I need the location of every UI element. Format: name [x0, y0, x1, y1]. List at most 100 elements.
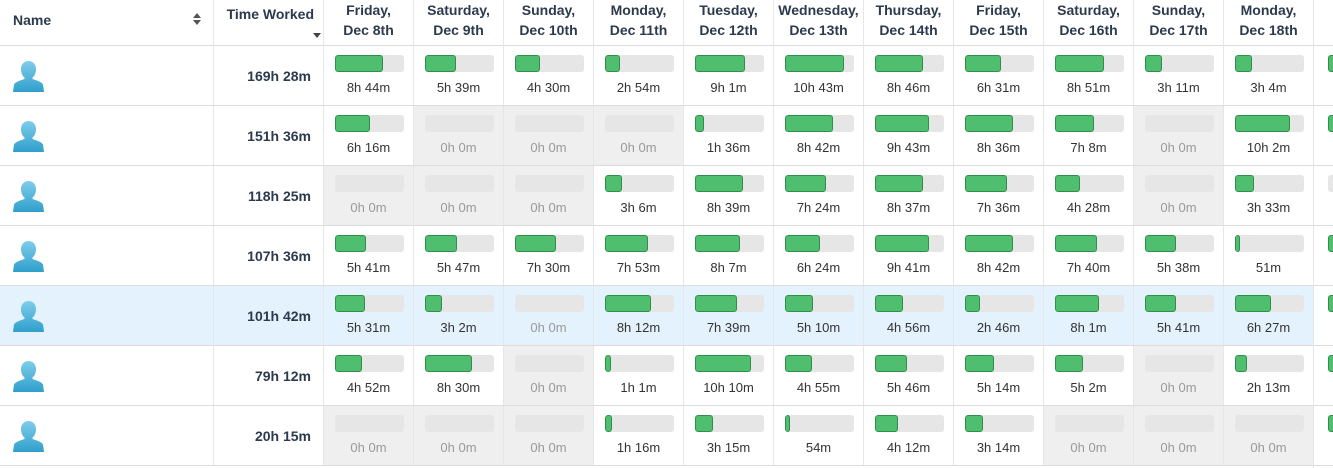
day-cell[interactable]: 10h 10m [683, 346, 773, 405]
table-row[interactable]: 169h 28m 8h 44m 5h 39m 4h 30m 2h 54m 9h 1m 10h… [0, 46, 1333, 106]
column-header-day[interactable]: Thursday, Dec 14th [863, 0, 953, 46]
day-cell[interactable]: 0h 0m [323, 406, 413, 465]
day-cell[interactable]: 5h 41m [323, 226, 413, 285]
day-cell[interactable]: 1h 36m [683, 106, 773, 165]
day-cell[interactable]: 2h 46m [953, 286, 1043, 345]
day-cell[interactable]: 4h 12m [863, 406, 953, 465]
day-cell[interactable]: 3h 2m [413, 286, 503, 345]
sort-icon[interactable] [193, 12, 201, 26]
day-cell[interactable]: 8h 37m [863, 166, 953, 225]
day-cell[interactable]: 7h 53m [593, 226, 683, 285]
name-cell[interactable] [0, 46, 213, 105]
day-cell[interactable]: 5h 31m [323, 286, 413, 345]
day-cell[interactable]: 0h 0m [323, 166, 413, 225]
day-cell[interactable]: 6h 31m [953, 46, 1043, 105]
day-cell[interactable]: 3h 15m [683, 406, 773, 465]
day-cell[interactable]: 51m [1223, 226, 1313, 285]
day-cell[interactable]: 3h 11m [1133, 46, 1223, 105]
day-cell[interactable]: 8h 12m [593, 286, 683, 345]
name-cell[interactable] [0, 406, 213, 465]
table-row[interactable]: 151h 36m 6h 16m 0h 0m 0h 0m 0h 0m 1h 36m 8h 42… [0, 106, 1333, 166]
day-cell[interactable]: 7h 8m [1043, 106, 1133, 165]
day-cell[interactable]: 0h 0m [1043, 406, 1133, 465]
day-cell[interactable]: 9h 1m [683, 46, 773, 105]
day-cell[interactable]: 3h 14m [953, 406, 1043, 465]
day-cell[interactable]: 4h 55m [773, 346, 863, 405]
table-row[interactable]: 118h 25m 0h 0m 0h 0m 0h 0m 3h 6m 8h 39m 7h 24m… [0, 166, 1333, 226]
table-row[interactable]: 107h 36m 5h 41m 5h 47m 7h 30m 7h 53m 8h 7m 6h … [0, 226, 1333, 286]
day-cell[interactable]: 8h 7m [683, 226, 773, 285]
day-cell[interactable]: 5h 39m [413, 46, 503, 105]
day-cell[interactable]: 10h 2m [1223, 106, 1313, 165]
name-cell[interactable] [0, 166, 213, 225]
day-cell[interactable]: 0h 0m [413, 166, 503, 225]
day-cell[interactable]: 5h 38m [1133, 226, 1223, 285]
day-cell[interactable]: 5h 41m [1133, 286, 1223, 345]
day-cell[interactable]: 8h 36m [953, 106, 1043, 165]
table-row[interactable]: 79h 12m 4h 52m 8h 30m 0h 0m 1h 1m 10h 10m 4h 5… [0, 346, 1333, 406]
day-cell[interactable]: 5h 10m [773, 286, 863, 345]
day-cell[interactable]: 5h 14m [953, 346, 1043, 405]
name-cell[interactable] [0, 346, 213, 405]
day-cell[interactable]: 1h 16m [593, 406, 683, 465]
day-cell[interactable]: 0h 0m [503, 286, 593, 345]
day-cell[interactable]: 0h 0m [503, 346, 593, 405]
day-cell[interactable]: 0h 0m [413, 406, 503, 465]
column-header-name[interactable]: Name [0, 0, 213, 46]
day-cell[interactable]: 6h 16m [323, 106, 413, 165]
column-header-day[interactable]: Friday, Dec 15th [953, 0, 1043, 46]
day-cell[interactable]: 7h 36m [953, 166, 1043, 225]
day-cell[interactable]: 0h 0m [503, 166, 593, 225]
table-row[interactable]: 20h 15m 0h 0m 0h 0m 0h 0m 1h 16m 3h 15m 54m 4h … [0, 406, 1333, 466]
column-header-day[interactable]: Sunday, Dec 10th [503, 0, 593, 46]
day-cell[interactable]: 7h 40m [1043, 226, 1133, 285]
day-cell[interactable]: 5h 47m [413, 226, 503, 285]
day-cell[interactable]: 5h 46m [863, 346, 953, 405]
day-cell[interactable]: 4h 30m [503, 46, 593, 105]
day-cell[interactable]: 7h 30m [503, 226, 593, 285]
name-cell[interactable] [0, 226, 213, 285]
column-header-day[interactable]: Sunday, Dec 17th [1133, 0, 1223, 46]
day-cell[interactable]: 8h 30m [413, 346, 503, 405]
day-cell[interactable]: 2h 54m [593, 46, 683, 105]
day-cell[interactable]: 9h 41m [863, 226, 953, 285]
day-cell[interactable]: 4h 28m [1043, 166, 1133, 225]
column-header-day[interactable]: Friday, Dec 8th [323, 0, 413, 46]
day-cell[interactable]: 4h 56m [863, 286, 953, 345]
column-header-day[interactable]: Saturday, Dec 9th [413, 0, 503, 46]
day-cell[interactable]: 8h 42m [953, 226, 1043, 285]
day-cell[interactable]: 0h 0m [1133, 346, 1223, 405]
day-cell[interactable]: 3h 33m [1223, 166, 1313, 225]
column-header-day[interactable]: Monday, Dec 11th [593, 0, 683, 46]
column-header-day[interactable]: Tuesday, Dec 12th [683, 0, 773, 46]
day-cell[interactable]: 3h 6m [593, 166, 683, 225]
day-cell[interactable]: 8h 42m [773, 106, 863, 165]
day-cell[interactable]: 7h 24m [773, 166, 863, 225]
day-cell[interactable]: 8h 44m [323, 46, 413, 105]
day-cell[interactable]: 8h 51m [1043, 46, 1133, 105]
day-cell[interactable]: 7h 39m [683, 286, 773, 345]
day-cell[interactable]: 0h 0m [1133, 166, 1223, 225]
day-cell[interactable]: 4h 52m [323, 346, 413, 405]
day-cell[interactable]: 5h 2m [1043, 346, 1133, 405]
day-cell[interactable]: 2h 13m [1223, 346, 1313, 405]
name-cell[interactable] [0, 286, 213, 345]
day-cell[interactable]: 0h 0m [1133, 406, 1223, 465]
column-header-day[interactable]: Saturday, Dec 16th [1043, 0, 1133, 46]
day-cell[interactable]: 8h 39m [683, 166, 773, 225]
day-cell[interactable]: 8h 46m [863, 46, 953, 105]
column-header-time-worked[interactable]: Time Worked [213, 0, 323, 46]
day-cell[interactable]: 0h 0m [503, 106, 593, 165]
day-cell[interactable]: 3h 4m [1223, 46, 1313, 105]
day-cell[interactable]: 0h 0m [503, 406, 593, 465]
column-header-day[interactable]: Wednesday, Dec 13th [773, 0, 863, 46]
day-cell[interactable]: 8h 1m [1043, 286, 1133, 345]
day-cell[interactable]: 1h 1m [593, 346, 683, 405]
name-cell[interactable] [0, 106, 213, 165]
day-cell[interactable]: 6h 27m [1223, 286, 1313, 345]
table-row[interactable]: 101h 42m 5h 31m 3h 2m 0h 0m 8h 12m 7h 39m 5h 1… [0, 286, 1333, 346]
day-cell[interactable]: 10h 43m [773, 46, 863, 105]
day-cell[interactable]: 0h 0m [413, 106, 503, 165]
day-cell[interactable]: 0h 0m [593, 106, 683, 165]
day-cell[interactable]: 0h 0m [1223, 406, 1313, 465]
